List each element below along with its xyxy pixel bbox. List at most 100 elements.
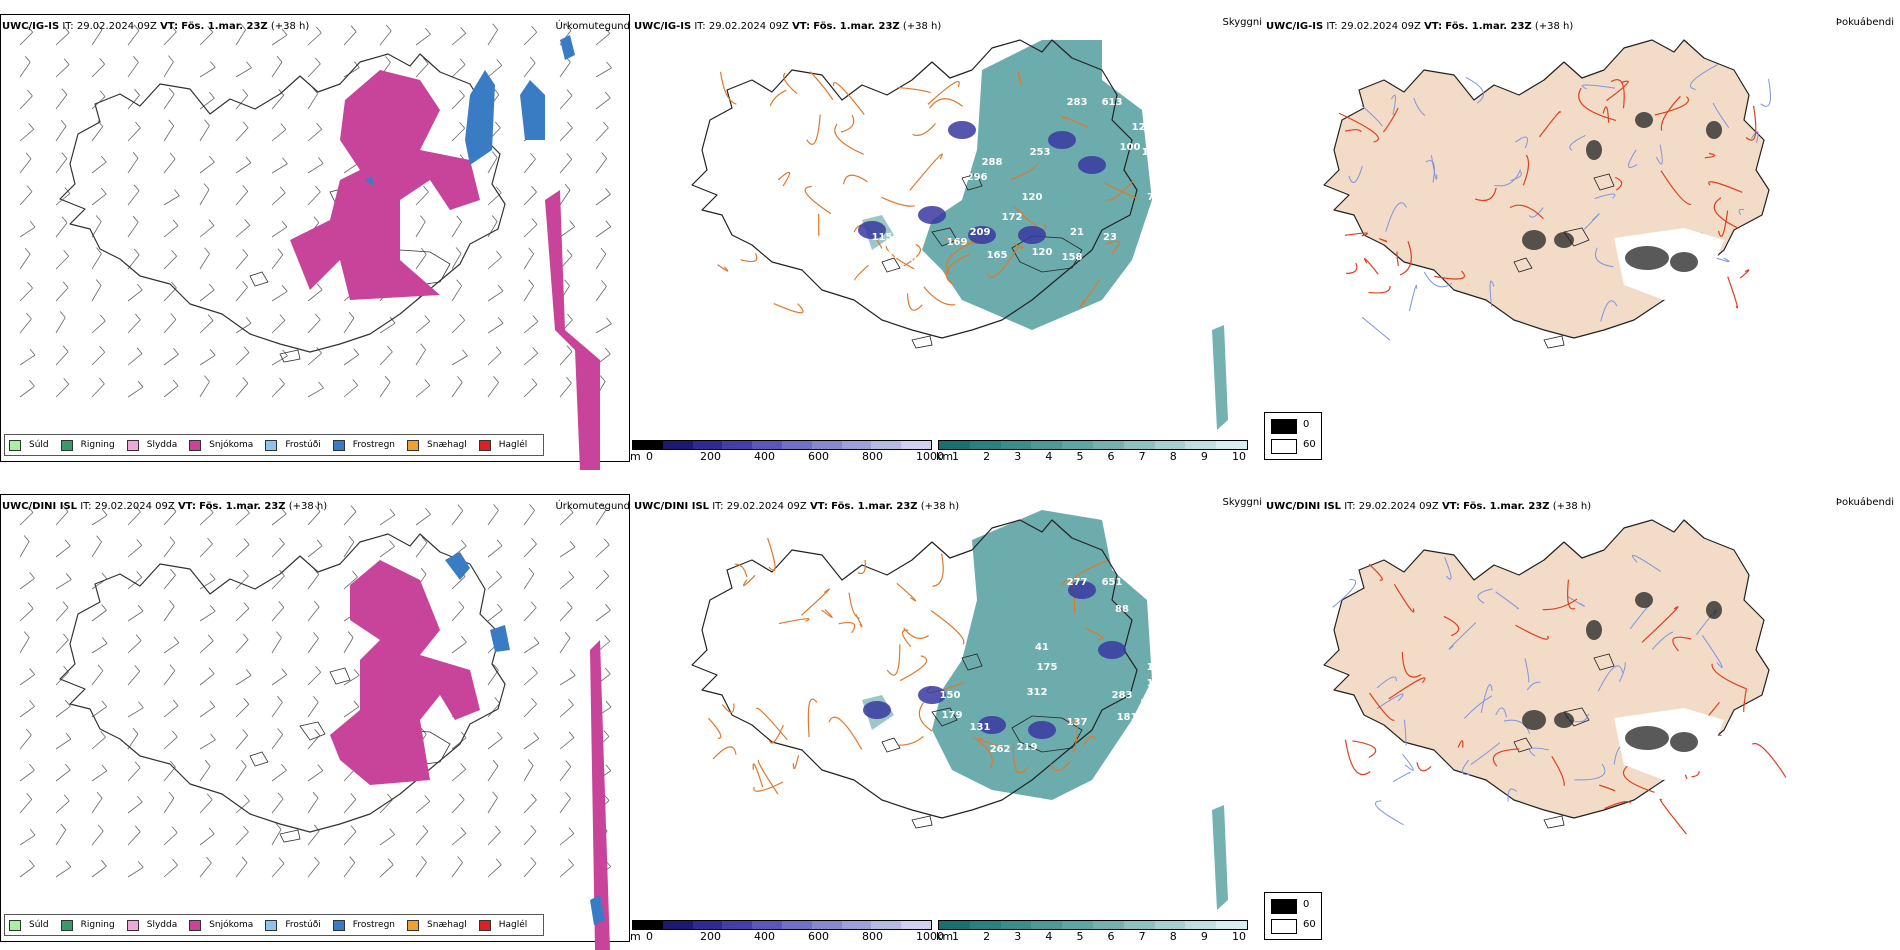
- road-line: [1641, 606, 1679, 643]
- glacier-outline: [1513, 257, 1533, 273]
- road-line: [1364, 258, 1379, 275]
- road-line: [896, 582, 917, 602]
- fog-index-low: [1554, 712, 1574, 728]
- wind-barb-flag: [564, 183, 571, 191]
- ceiling-label: 209: [970, 227, 991, 238]
- wind-barb-flag: [527, 759, 534, 766]
- wind-barb: [271, 320, 286, 334]
- fog-index-low: [1625, 246, 1669, 270]
- iceland-outline: [1323, 519, 1770, 829]
- wind-barb-flag: [276, 55, 283, 63]
- road-line: [1542, 598, 1578, 611]
- legend-item: Snjókoma: [189, 439, 253, 451]
- wind-barb: [55, 64, 70, 78]
- scale-tick-label: 10: [1232, 450, 1246, 463]
- wind-barb: [523, 573, 535, 590]
- fog-index-low: [1625, 726, 1669, 750]
- road-line: [912, 123, 936, 136]
- glacier-outline: [961, 173, 983, 191]
- wind-barb-flag: [569, 669, 576, 676]
- wind-barb: [163, 736, 178, 750]
- wind-barb-flag: [604, 27, 611, 34]
- road-line: [906, 293, 923, 311]
- wind-barb-flag: [95, 215, 102, 222]
- road-line: [1396, 251, 1399, 266]
- scale-bar: [632, 440, 932, 450]
- ceiling-label: 21: [1070, 227, 1084, 238]
- wind-barb-flag: [133, 24, 140, 31]
- scale-swatch: [1092, 441, 1124, 449]
- wind-barb-flag: [605, 220, 612, 228]
- wind-barb-flag: [208, 283, 215, 291]
- wind-barb: [559, 62, 571, 78]
- fog-legend-swatch: [1271, 919, 1297, 934]
- wind-barb: [271, 192, 286, 206]
- panel-frame: [0, 494, 630, 942]
- wind-barb: [127, 221, 139, 238]
- legend-swatch: [265, 919, 278, 931]
- wind-barb-flag: [605, 604, 611, 611]
- wind-barb: [163, 125, 175, 142]
- wind-barb: [271, 674, 287, 686]
- wind-barb-flag: [531, 378, 538, 385]
- panel-title: Skyggni: [1222, 497, 1262, 508]
- wind-barb-flag: [132, 215, 139, 223]
- wind-barb-flag: [425, 28, 431, 35]
- scale-tick-label: 600: [808, 930, 829, 943]
- wind-barb: [343, 317, 355, 334]
- scale-bar: [632, 920, 932, 930]
- ceiling-label: 10: [903, 254, 917, 265]
- wind-barb-flag: [495, 186, 502, 194]
- wind-barb-flag: [242, 280, 248, 288]
- scale-swatch: [811, 921, 842, 929]
- wind-barb: [379, 30, 392, 46]
- scale-tick-label: 0: [646, 930, 653, 943]
- wind-barb-flag: [209, 573, 216, 580]
- wind-barb: [19, 385, 35, 398]
- scale-tick-label: 200: [700, 930, 721, 943]
- wind-barb: [127, 671, 141, 686]
- wind-barb: [415, 33, 431, 46]
- wind-barb-flag: [531, 185, 537, 193]
- wind-barb: [55, 800, 70, 814]
- coastline: [1323, 39, 1770, 339]
- wind-barb-flag: [245, 156, 252, 164]
- ceiling-label: 172: [1002, 212, 1023, 223]
- wind-barb-flag: [169, 664, 176, 671]
- wind-barb: [55, 866, 72, 878]
- wind-barb-flag: [101, 700, 108, 707]
- precip-type-map: [19, 23, 612, 470]
- wind-barb: [271, 254, 284, 270]
- river-line: [1631, 554, 1662, 572]
- wind-barb: [307, 289, 323, 302]
- road-line: [1522, 154, 1530, 186]
- river-line: [1510, 170, 1522, 182]
- wind-barb-flag: [496, 570, 502, 578]
- road-line: [1338, 112, 1379, 143]
- legend-item: Súld: [9, 919, 49, 931]
- wind-barb-flag: [63, 633, 69, 641]
- road-line: [807, 698, 818, 738]
- fog-index-high: [1614, 708, 1724, 780]
- road-line: [1739, 269, 1750, 279]
- wind-barb: [235, 766, 247, 782]
- scale-swatch: [692, 441, 723, 449]
- iceland-outline: [1323, 39, 1770, 349]
- wind-barb: [451, 576, 466, 590]
- wind-barb: [199, 125, 210, 142]
- wind-barb-flag: [385, 24, 392, 32]
- legend-label: Snæhagl: [427, 920, 467, 930]
- wind-barb: [19, 253, 31, 270]
- coastline: [691, 39, 1138, 339]
- wind-barb: [451, 64, 466, 78]
- wind-barb-flag: [208, 219, 215, 226]
- wind-barb: [343, 67, 360, 78]
- wind-barb-flag: [565, 24, 572, 31]
- scale-swatch: [1062, 921, 1093, 929]
- wind-barb-flag: [27, 506, 34, 513]
- wind-barb: [127, 801, 143, 814]
- wind-barb-flag: [566, 89, 573, 96]
- wind-barb-flag: [314, 505, 321, 512]
- wind-barb: [235, 191, 249, 206]
- scale-swatch: [1185, 921, 1217, 929]
